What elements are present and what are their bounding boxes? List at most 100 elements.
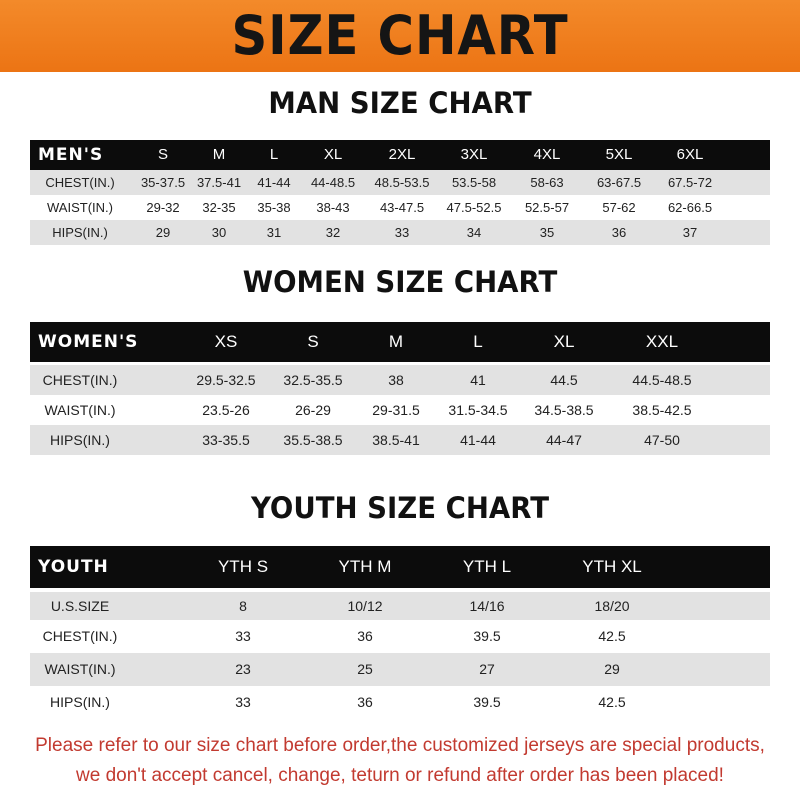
measurement-cell: 36 — [611, 225, 627, 240]
measurement-cell: 63-67.5 — [596, 175, 642, 190]
measurement-cell: 25 — [357, 661, 373, 677]
measurement-cell: 38-43 — [316, 200, 350, 215]
size-header-cell: L — [473, 332, 483, 351]
table-corner-label: WOMEN'S — [38, 332, 139, 352]
size-header-cell: S — [157, 146, 169, 163]
measurement-cell: 67.5-72 — [667, 175, 713, 190]
table-header-row: YOUTH YTH S YTH M YTH L YTH XL — [30, 546, 770, 588]
measurement-cell: 34.5-38.5 — [534, 402, 594, 418]
measurement-cell: 38.5-41 — [372, 432, 420, 448]
table-row: U.S.SIZE 8 10/12 14/16 18/20 — [30, 592, 770, 620]
table-row: HIPS(IN.) 29 30 31 32 33 34 35 36 37 — [30, 220, 770, 245]
measurement-cell: 38 — [388, 372, 404, 388]
table-corner-label: YOUTH — [38, 557, 109, 577]
measurement-cell: 27 — [479, 661, 495, 677]
measurement-cell: 32 — [325, 225, 341, 240]
measurement-cell: 33-35.5 — [202, 432, 250, 448]
measurement-cell: 14/16 — [469, 598, 505, 614]
measurement-cell: 41 — [470, 372, 486, 388]
measurement-cell: 36 — [357, 628, 373, 644]
measurement-cell: 34 — [466, 225, 482, 240]
measurement-cell: 30 — [211, 225, 227, 240]
row-label: WAIST(IN.) — [44, 661, 116, 677]
measurement-cell: 33 — [235, 694, 251, 710]
measurement-cell: 43-47.5 — [379, 200, 425, 215]
table-row: CHEST(IN.) 29.5-32.5 32.5-35.5 38 41 44.5 44.5… — [30, 365, 770, 395]
measurement-cell: 32.5-35.5 — [283, 372, 343, 388]
measurement-cell: 37 — [682, 225, 698, 240]
notice-line-1: Please refer to our size chart before or… — [35, 735, 765, 756]
measurement-cell: 53.5-58 — [451, 175, 497, 190]
row-label: CHEST(IN.) — [45, 175, 115, 190]
measurement-cell: 47.5-52.5 — [446, 200, 502, 215]
measurement-cell: 57-62 — [602, 200, 636, 215]
size-header-cell: 3XL — [460, 146, 488, 163]
row-label: CHEST(IN.) — [42, 628, 118, 644]
row-label: HIPS(IN.) — [50, 694, 110, 710]
size-header-cell: YTH S — [217, 557, 269, 576]
size-header-cell: 2XL — [388, 146, 416, 163]
row-label: U.S.SIZE — [50, 598, 110, 614]
size-header-cell: 4XL — [533, 146, 561, 163]
measurement-cell: 29.5-32.5 — [196, 372, 256, 388]
size-header-cell: YTH M — [338, 557, 392, 576]
measurement-cell: 38.5-42.5 — [632, 402, 692, 418]
measurement-cell: 31.5-34.5 — [448, 402, 508, 418]
measurement-cell: 48.5-53.5 — [374, 175, 430, 190]
measurement-cell: 31 — [266, 225, 282, 240]
size-header-cell: YTH L — [462, 557, 512, 576]
measurement-cell: 58-63 — [530, 175, 564, 190]
table-header-row: WOMEN'S XS S M L XL XXL — [30, 322, 770, 362]
size-header-cell: XXL — [645, 332, 679, 351]
measurement-cell: 18/20 — [594, 598, 630, 614]
measurement-cell: 44.5 — [550, 372, 578, 388]
measurement-cell: 10/12 — [347, 598, 383, 614]
measurement-cell: 23.5-26 — [202, 402, 250, 418]
table-row: WAIST(IN.) 23.5-26 26-29 29-31.5 31.5-34.5 34… — [30, 395, 770, 425]
table-row: HIPS(IN.) 33 36 39.5 42.5 — [30, 686, 770, 718]
row-label: WAIST(IN.) — [47, 200, 113, 215]
measurement-cell: 29 — [155, 225, 171, 240]
size-header-cell: M — [388, 332, 404, 351]
row-label: WAIST(IN.) — [44, 402, 116, 418]
page-title: SIZE CHART — [231, 4, 569, 67]
measurement-cell: 35 — [539, 225, 555, 240]
table-row: WAIST(IN.) 23 25 27 29 — [30, 653, 770, 686]
measurement-cell: 29-31.5 — [372, 402, 420, 418]
size-header-cell: M — [212, 146, 226, 163]
table-row: WAIST(IN.) 29-32 32-35 35-38 38-43 43-47.5 47.… — [30, 195, 770, 220]
measurement-cell: 39.5 — [473, 628, 501, 644]
measurement-cell: 35.5-38.5 — [283, 432, 343, 448]
section-title-men: MAN SIZE CHART — [268, 86, 532, 120]
measurement-cell: 42.5 — [598, 628, 626, 644]
measurement-cell: 36 — [357, 694, 373, 710]
measurement-cell: 42.5 — [598, 694, 626, 710]
measurement-cell: 52.5-57 — [524, 200, 570, 215]
table-header-row: MEN'S S M L XL 2XL 3XL 4XL 5XL 6XL — [30, 140, 770, 170]
measurement-cell: 26-29 — [295, 402, 331, 418]
size-header-cell: YTH XL — [582, 557, 642, 576]
measurement-cell: 62-66.5 — [667, 200, 713, 215]
row-label: HIPS(IN.) — [50, 432, 110, 448]
measurement-cell: 44.5-48.5 — [632, 372, 692, 388]
table-row: HIPS(IN.) 33-35.5 35.5-38.5 38.5-41 41-44 44-… — [30, 425, 770, 455]
table-corner-label: MEN'S — [38, 145, 104, 165]
measurement-cell: 8 — [239, 598, 247, 614]
table-row: CHEST(IN.) 33 36 39.5 42.5 — [30, 620, 770, 653]
size-header-cell: XS — [214, 332, 238, 351]
size-header-cell: 6XL — [676, 146, 704, 163]
measurement-cell: 29 — [604, 661, 620, 677]
measurement-cell: 44-48.5 — [310, 175, 356, 190]
measurement-cell: 35-37.5 — [140, 175, 186, 190]
section-title-women: WOMEN SIZE CHART — [242, 265, 558, 299]
notice-line-2: we don't accept cancel, change, teturn o… — [76, 765, 724, 786]
table-row: CHEST(IN.) 35-37.5 37.5-41 41-44 44-48.5 48.5… — [30, 170, 770, 195]
measurement-cell: 41-44 — [257, 175, 291, 190]
measurement-cell: 32-35 — [202, 200, 236, 215]
size-header-cell: 5XL — [605, 146, 633, 163]
row-label: HIPS(IN.) — [52, 225, 108, 240]
size-header-cell: S — [307, 332, 319, 351]
measurement-cell: 23 — [235, 661, 251, 677]
measurement-cell: 39.5 — [473, 694, 501, 710]
section-title-youth: YOUTH SIZE CHART — [250, 491, 550, 525]
